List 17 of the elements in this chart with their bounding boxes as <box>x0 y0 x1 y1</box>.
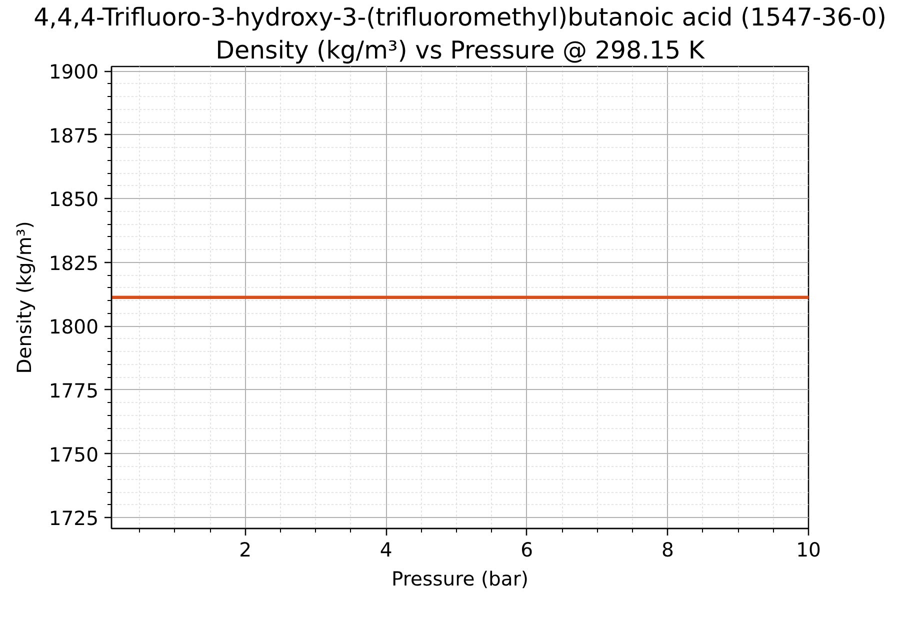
y-tick-label: 1875 <box>48 124 99 148</box>
y-tick-label: 1825 <box>48 252 99 275</box>
x-tick-label: 6 <box>520 538 534 562</box>
y-tick-label: 1775 <box>48 379 99 402</box>
y-tick-label: 1850 <box>48 188 99 212</box>
chart-title: 4,4,4-Trifluoro-3-hydroxy-3-(trifluoromethyl)butanoic acid (1547-36-0) <box>34 2 886 32</box>
y-tick-label: 1725 <box>48 507 99 530</box>
x-tick-label: 10 <box>796 538 821 562</box>
x-tick-label: 8 <box>661 538 674 562</box>
x-axis-title: Pressure (bar) <box>391 568 529 590</box>
y-axis-title: Density (kg/m³) <box>12 221 36 374</box>
x-tick-label: 4 <box>380 538 392 562</box>
y-tick-label: 1900 <box>48 60 99 84</box>
y-tick-label: 1800 <box>48 316 99 339</box>
y-tick-label: 1750 <box>48 443 99 466</box>
x-tick-label: 2 <box>239 538 252 562</box>
chart-subtitle: Density (kg/m³) vs Pressure @ 298.15 K <box>216 36 706 64</box>
